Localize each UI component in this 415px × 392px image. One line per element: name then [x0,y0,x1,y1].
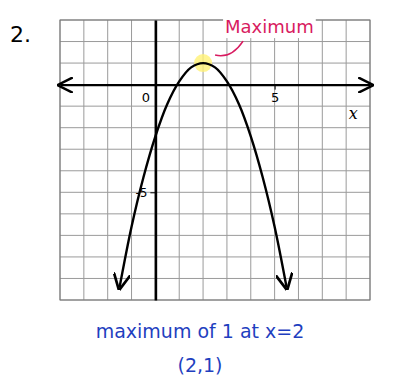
annotation-text: Maximum [225,16,314,37]
grid-line [155,20,156,300]
grid-line [60,41,370,42]
parabola [120,63,287,287]
series-group [120,63,287,287]
grid-line [60,63,370,64]
grid-line [60,235,370,236]
y-tick-mark [150,192,155,193]
grid-line [322,20,323,300]
grid [60,20,370,300]
x-tick-label: 0 [142,90,150,105]
annotation: Maximum [223,15,316,38]
grid-line [60,84,370,85]
grid-line [60,256,370,257]
x-axis-title: x [349,104,358,123]
grid-line [60,278,370,279]
grid-line [250,20,251,300]
grid-line [274,20,275,300]
grid-line [60,170,370,171]
grid-line [298,20,299,300]
annotation-background [223,15,316,38]
grid-line [226,20,227,300]
x-axis: 05 [61,85,371,105]
y-axis-line [155,21,158,301]
grid-line [60,213,370,214]
plot-frame [60,20,370,300]
chart: 05-5xMaximum2.maximum of 1 at x=2(2,1) [0,0,415,392]
x-axis-line [61,84,371,86]
x-tick: 0 [142,85,156,105]
note: maximum of 1 at x=2 [96,320,305,342]
x-tick-label: 5 [271,90,279,105]
grid-line [346,20,347,300]
annotation-pointer [215,41,243,56]
note: (2,1) [177,354,222,376]
x-tick: 5 [271,85,279,105]
grid-line [60,106,370,107]
grid-line [179,20,180,300]
title: 2. [10,22,31,47]
grid-line [60,192,370,193]
y-axis: -5 [135,21,155,301]
grid-line [60,127,370,128]
grid-line [131,20,132,300]
grid-line [107,20,108,300]
grid-line [60,149,370,150]
grid-line [83,20,84,300]
